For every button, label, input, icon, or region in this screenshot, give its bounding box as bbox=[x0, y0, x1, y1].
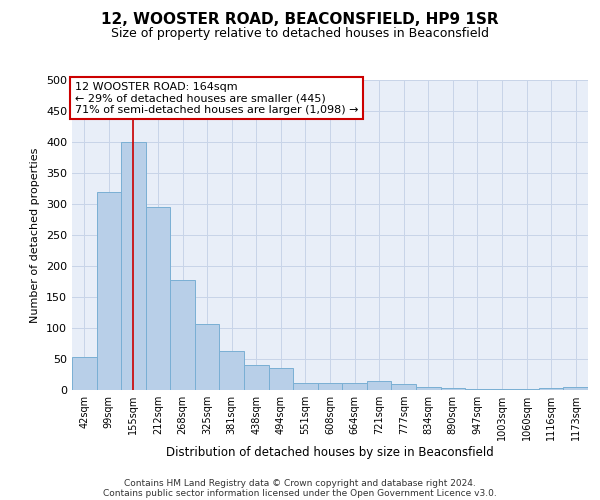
Text: Contains public sector information licensed under the Open Government Licence v3: Contains public sector information licen… bbox=[103, 488, 497, 498]
Bar bbox=[220, 351, 244, 390]
Bar bbox=[342, 382, 367, 390]
Bar bbox=[318, 383, 342, 390]
Bar bbox=[269, 368, 293, 390]
Bar bbox=[146, 207, 170, 390]
Text: Contains HM Land Registry data © Crown copyright and database right 2024.: Contains HM Land Registry data © Crown c… bbox=[124, 478, 476, 488]
Bar bbox=[440, 388, 465, 390]
Bar bbox=[563, 387, 588, 390]
Bar bbox=[293, 382, 318, 390]
Bar bbox=[367, 380, 391, 390]
Text: 12 WOOSTER ROAD: 164sqm
← 29% of detached houses are smaller (445)
71% of semi-d: 12 WOOSTER ROAD: 164sqm ← 29% of detache… bbox=[74, 82, 358, 115]
Bar bbox=[416, 387, 440, 390]
Bar bbox=[195, 324, 220, 390]
Bar bbox=[514, 389, 539, 390]
Bar bbox=[391, 384, 416, 390]
Bar bbox=[539, 388, 563, 390]
Bar bbox=[244, 365, 269, 390]
Bar bbox=[465, 389, 490, 390]
Bar bbox=[97, 192, 121, 390]
Y-axis label: Number of detached properties: Number of detached properties bbox=[31, 148, 40, 322]
Bar bbox=[170, 280, 195, 390]
Text: Size of property relative to detached houses in Beaconsfield: Size of property relative to detached ho… bbox=[111, 28, 489, 40]
Bar bbox=[121, 142, 146, 390]
Text: 12, WOOSTER ROAD, BEACONSFIELD, HP9 1SR: 12, WOOSTER ROAD, BEACONSFIELD, HP9 1SR bbox=[101, 12, 499, 28]
Bar bbox=[72, 356, 97, 390]
X-axis label: Distribution of detached houses by size in Beaconsfield: Distribution of detached houses by size … bbox=[166, 446, 494, 459]
